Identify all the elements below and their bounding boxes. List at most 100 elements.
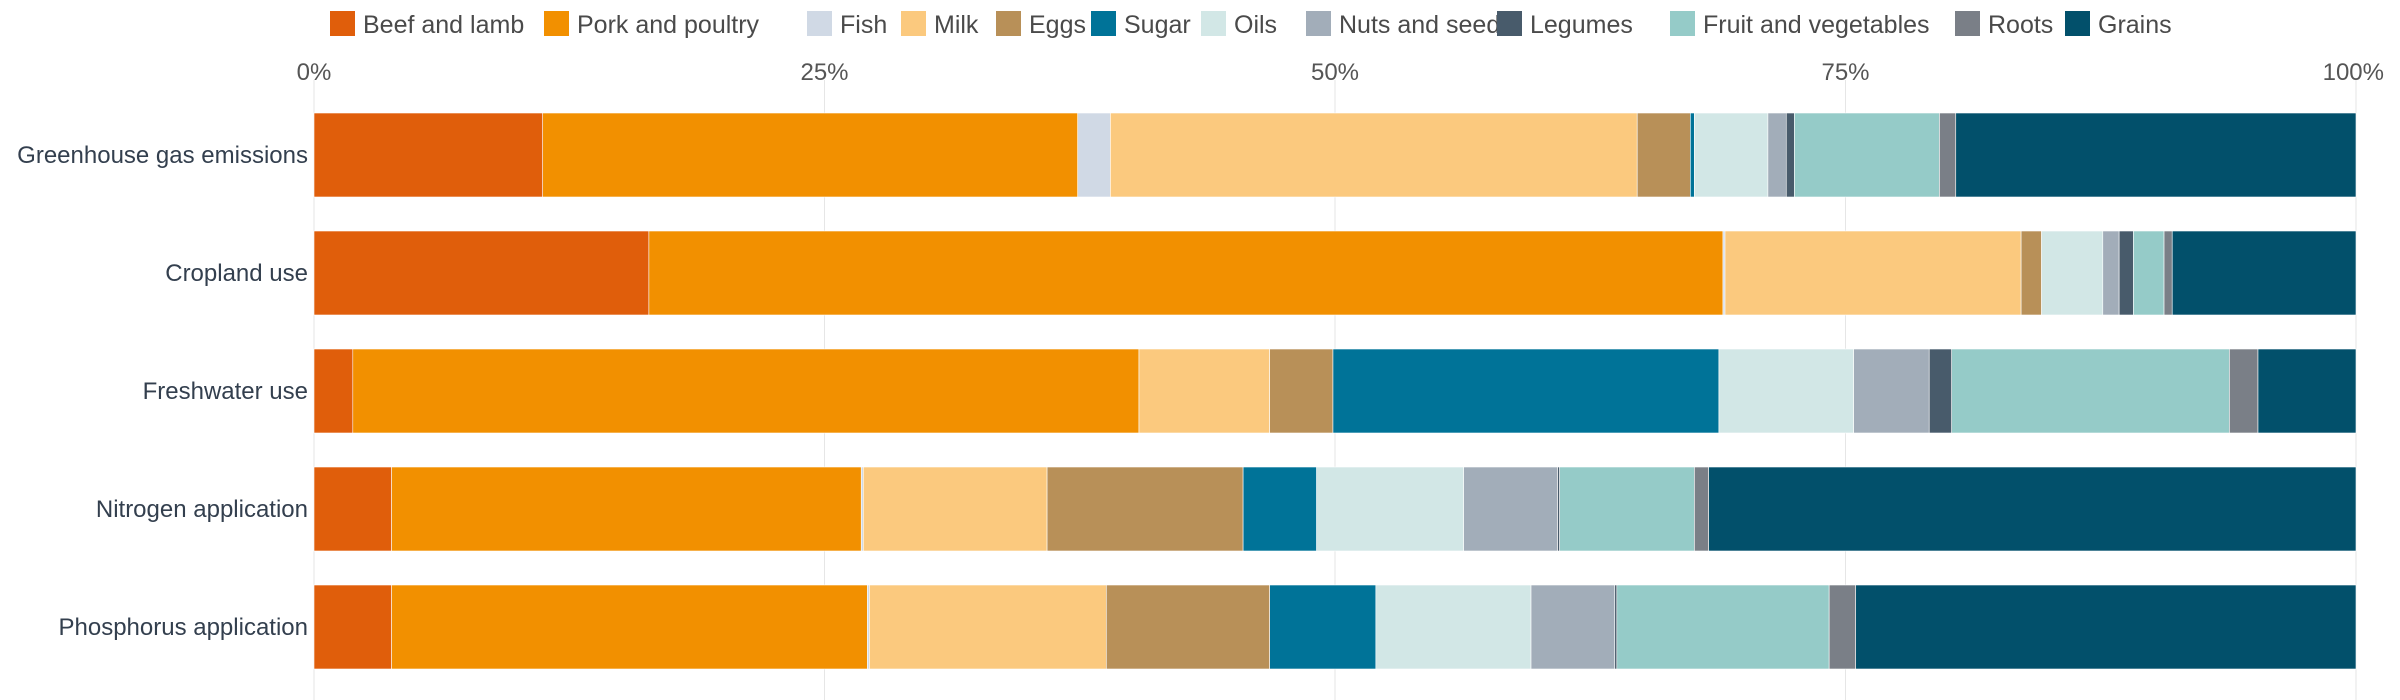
bar-segment-roots bbox=[1694, 466, 1709, 552]
legend-swatch-sugar bbox=[1091, 11, 1116, 36]
bar-segment-fish bbox=[1077, 112, 1111, 198]
bar-segment-oils bbox=[1375, 584, 1532, 670]
bar-segment-legumes bbox=[1928, 348, 1952, 434]
bar-segment-sugar bbox=[1690, 112, 1695, 198]
bar-segment-fruit-and-vegetables bbox=[2133, 230, 2165, 316]
legend-label-eggs: Eggs bbox=[1029, 11, 1086, 39]
legend-label-legumes: Legumes bbox=[1530, 11, 1633, 39]
bar-segment-nuts-and-seeds bbox=[2102, 230, 2120, 316]
bar-segment-eggs bbox=[2020, 230, 2042, 316]
bar-segment-nuts-and-seeds bbox=[1853, 348, 1930, 434]
bar-segment-fish bbox=[860, 466, 864, 552]
bar-segment-sugar bbox=[1332, 348, 1720, 434]
bar-segment-pork-and-poultry bbox=[542, 112, 1079, 198]
category-label: Greenhouse gas emissions bbox=[17, 142, 308, 169]
legend-label-fish: Fish bbox=[840, 11, 887, 39]
legend-label-pork-and-poultry: Pork and poultry bbox=[577, 11, 760, 39]
bar-segment-fruit-and-vegetables bbox=[1951, 348, 2230, 434]
bar-segment-grains bbox=[1855, 584, 2357, 670]
bar-segment-grains bbox=[1708, 466, 2357, 552]
bar-segment-sugar bbox=[1269, 584, 1377, 670]
bar-row-greenhouse-gas-emissions bbox=[313, 112, 2357, 198]
bar-segment-eggs bbox=[1105, 584, 1270, 670]
bar-segment-fruit-and-vegetables bbox=[1616, 584, 1830, 670]
bar-segment-beef-and-lamb bbox=[313, 584, 392, 670]
legend-item-fruit-and-vegetables: Fruit and vegetables bbox=[1670, 11, 1930, 39]
bar-segment-roots bbox=[1828, 584, 1857, 670]
bar-segment-milk bbox=[1138, 348, 1270, 434]
legend-item-pork-and-poultry: Pork and poultry bbox=[544, 11, 760, 39]
legend-swatch-milk bbox=[901, 11, 926, 36]
bar-segment-oils bbox=[1718, 348, 1854, 434]
legend-item-nuts-and-seeds: Nuts and seeds bbox=[1306, 11, 1513, 39]
bar-segment-beef-and-lamb bbox=[313, 230, 650, 316]
bar-segment-beef-and-lamb bbox=[313, 112, 544, 198]
bar-segment-pork-and-poultry bbox=[391, 466, 862, 552]
bar-segment-pork-and-poultry bbox=[648, 230, 1724, 316]
legend-swatch-oils bbox=[1201, 11, 1226, 36]
legend-item-eggs: Eggs bbox=[996, 11, 1086, 39]
legend-swatch-fruit-and-vegetables bbox=[1670, 11, 1695, 36]
bar-segment-grains bbox=[2171, 230, 2357, 316]
category-label: Phosphorus application bbox=[58, 614, 308, 641]
legend-label-roots: Roots bbox=[1988, 11, 2053, 39]
legend-swatch-pork-and-poultry bbox=[544, 11, 569, 36]
bar-segment-sugar bbox=[1242, 466, 1317, 552]
legend-swatch-eggs bbox=[996, 11, 1021, 36]
x-tick-label: 0% bbox=[297, 59, 332, 86]
bar-segment-eggs bbox=[1046, 466, 1244, 552]
legend-swatch-legumes bbox=[1497, 11, 1522, 36]
bar-segment-oils bbox=[2041, 230, 2104, 316]
bar-segment-roots bbox=[1939, 112, 1957, 198]
bar-segment-milk bbox=[1110, 112, 1638, 198]
legend-label-milk: Milk bbox=[934, 11, 979, 39]
category-label: Freshwater use bbox=[143, 378, 308, 405]
bar-segment-nuts-and-seeds bbox=[1463, 466, 1558, 552]
bar-segment-grains bbox=[1955, 112, 2357, 198]
bar-segment-fish bbox=[867, 584, 870, 670]
category-label: Cropland use bbox=[165, 260, 308, 287]
legend-item-roots: Roots bbox=[1955, 11, 2053, 39]
legend-item-legumes: Legumes bbox=[1497, 11, 1633, 39]
bars bbox=[313, 112, 2357, 670]
bar-segment-nuts-and-seeds bbox=[1530, 584, 1616, 670]
bar-segment-legumes bbox=[2118, 230, 2134, 316]
x-tick-label: 100% bbox=[2323, 59, 2384, 86]
legend-item-milk: Milk bbox=[901, 11, 979, 39]
bar-row-cropland-use bbox=[313, 230, 2357, 316]
bar-segment-eggs bbox=[1636, 112, 1691, 198]
category-label: Nitrogen application bbox=[96, 496, 308, 523]
bar-segment-oils bbox=[1694, 112, 1769, 198]
bar-segment-roots bbox=[2163, 230, 2173, 316]
x-tick-label: 25% bbox=[800, 59, 848, 86]
bar-segment-pork-and-poultry bbox=[352, 348, 1140, 434]
category-labels: Greenhouse gas emissions Cropland use Fres… bbox=[17, 142, 308, 641]
bar-segment-milk bbox=[1724, 230, 2022, 316]
legend: Beef and lamb Pork and poultry Fish Milk Egg… bbox=[330, 11, 2172, 39]
bar-segment-nuts-and-seeds bbox=[1767, 112, 1787, 198]
bar-segment-milk bbox=[862, 466, 1048, 552]
bar-segment-fruit-and-vegetables bbox=[1794, 112, 1940, 198]
legend-label-oils: Oils bbox=[1234, 11, 1277, 39]
legend-swatch-grains bbox=[2065, 11, 2090, 36]
bar-segment-roots bbox=[2229, 348, 2259, 434]
legend-label-sugar: Sugar bbox=[1124, 11, 1191, 39]
bar-segment-legumes bbox=[1785, 112, 1795, 198]
bar-segment-fruit-and-vegetables bbox=[1559, 466, 1695, 552]
bar-segment-fish bbox=[1722, 230, 1726, 316]
bar-segment-milk bbox=[869, 584, 1107, 670]
bar-segment-beef-and-lamb bbox=[313, 466, 392, 552]
bar-segment-legumes bbox=[1557, 466, 1560, 552]
legend-label-fruit-and-vegetables: Fruit and vegetables bbox=[1703, 11, 1930, 39]
x-axis-ticks: 0% 25% 50% 75% 100% bbox=[297, 59, 2384, 86]
bar-segment-grains bbox=[2257, 348, 2357, 434]
legend-item-beef-and-lamb: Beef and lamb bbox=[330, 11, 524, 39]
legend-item-sugar: Sugar bbox=[1091, 11, 1191, 39]
bar-row-nitrogen-application bbox=[313, 466, 2357, 552]
bar-segment-beef-and-lamb bbox=[313, 348, 354, 434]
x-tick-label: 50% bbox=[1311, 59, 1359, 86]
bar-segment-legumes bbox=[1614, 584, 1618, 670]
legend-item-grains: Grains bbox=[2065, 11, 2172, 39]
legend-swatch-roots bbox=[1955, 11, 1980, 36]
